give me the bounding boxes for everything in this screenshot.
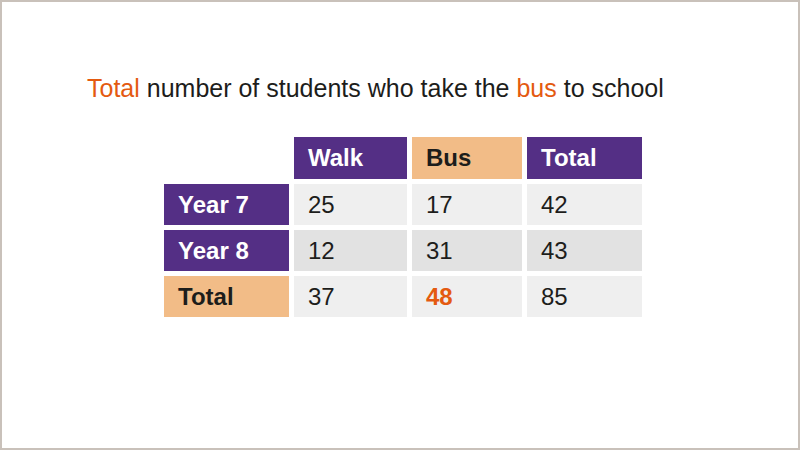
table-cell-year7-walk: 25 [294, 184, 407, 225]
slide: Total number of students who take the bu… [0, 0, 800, 450]
title-text-end: to school [557, 74, 664, 102]
title-highlight-total: Total [87, 74, 140, 102]
title-text-middle: number of students who take the [140, 74, 517, 102]
column-header-bus: Bus [412, 137, 522, 179]
row-header-total: Total [164, 276, 289, 317]
column-header-total: Total [527, 137, 642, 179]
column-header-walk: Walk [294, 137, 407, 179]
table-corner-cell [164, 137, 289, 179]
table-cell-total-bus-highlighted: 48 [412, 276, 522, 317]
row-header-year7: Year 7 [164, 184, 289, 225]
table-cell-total-total: 85 [527, 276, 642, 317]
table-cell-year8-bus: 31 [412, 230, 522, 271]
table-cell-total-walk: 37 [294, 276, 407, 317]
page-title: Total number of students who take the bu… [87, 73, 664, 103]
table-cell-year7-bus: 17 [412, 184, 522, 225]
table-cell-year8-total: 43 [527, 230, 642, 271]
row-header-year8: Year 8 [164, 230, 289, 271]
two-way-table: Walk Bus Total Year 7 25 17 42 Year 8 12… [164, 137, 642, 317]
table-cell-year7-total: 42 [527, 184, 642, 225]
title-highlight-bus: bus [516, 74, 556, 102]
table-cell-year8-walk: 12 [294, 230, 407, 271]
